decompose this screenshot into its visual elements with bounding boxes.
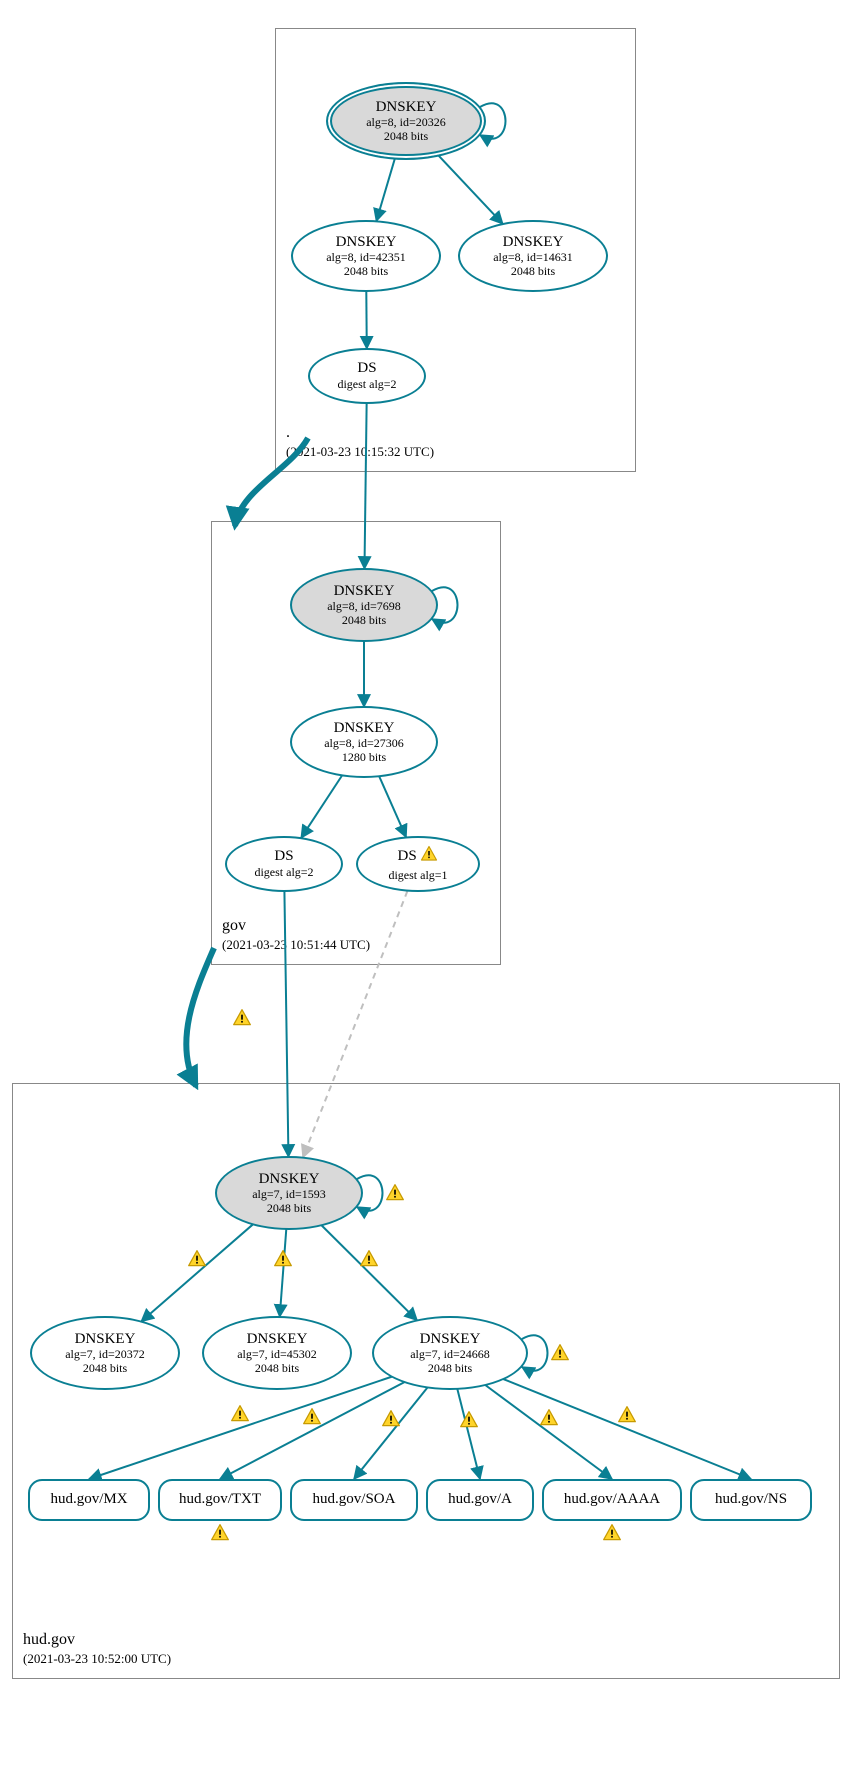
node-title: DNSKEY (334, 583, 395, 600)
node-title: hud.gov/SOA (313, 1491, 396, 1508)
node-title: DNSKEY (75, 1331, 136, 1348)
graph-node: hud.gov/AAAA (542, 1479, 682, 1521)
graph-node: DNSKEYalg=7, id=203722048 bits (30, 1316, 180, 1390)
graph-node: DSdigest alg=2 (308, 348, 426, 404)
warning-icon (210, 1523, 230, 1543)
graph-node: DNSKEYalg=8, id=423512048 bits (291, 220, 441, 292)
node-sub1: alg=8, id=27306 (324, 737, 404, 751)
node-sub1: digest alg=2 (337, 378, 396, 392)
node-title: hud.gov/A (448, 1491, 512, 1508)
zone-label: gov(2021-03-23 10:51:44 UTC) (222, 916, 370, 954)
zone-timestamp: (2021-03-23 10:51:44 UTC) (222, 937, 370, 954)
node-sub2: 2048 bits (344, 265, 388, 279)
warning-icon (230, 1404, 250, 1424)
graph-node: DNSKEYalg=7, id=15932048 bits (215, 1156, 363, 1230)
node-sub2: 1280 bits (342, 751, 386, 765)
node-sub1: alg=7, id=45302 (237, 1348, 317, 1362)
node-title: hud.gov/MX (50, 1491, 127, 1508)
node-title: DS (274, 848, 293, 865)
warning-icon (617, 1405, 637, 1425)
node-title: DNSKEY (420, 1331, 481, 1348)
graph-node: hud.gov/SOA (290, 1479, 418, 1521)
zone-label: .(2021-03-23 10:15:32 UTC) (286, 423, 434, 461)
node-title: DS (357, 360, 376, 377)
warning-icon (187, 1249, 207, 1269)
graph-node: DNSKEYalg=7, id=453022048 bits (202, 1316, 352, 1390)
warning-icon (459, 1410, 479, 1430)
warning-icon (273, 1249, 293, 1269)
node-title: DS (398, 845, 439, 868)
node-sub1: alg=8, id=7698 (327, 600, 401, 614)
node-sub2: 2048 bits (267, 1202, 311, 1216)
node-title: hud.gov/TXT (179, 1491, 261, 1508)
graph-node: hud.gov/A (426, 1479, 534, 1521)
zone-link-edge (186, 948, 214, 1086)
node-title: DNSKEY (503, 234, 564, 251)
node-sub2: 2048 bits (384, 130, 428, 144)
warning-icon (602, 1523, 622, 1543)
node-sub1: alg=7, id=24668 (410, 1348, 490, 1362)
node-sub2: 2048 bits (255, 1362, 299, 1376)
node-title: DNSKEY (259, 1171, 320, 1188)
warning-icon (385, 1183, 405, 1203)
node-sub1: alg=8, id=14631 (493, 251, 573, 265)
graph-node: DNSKEYalg=8, id=146312048 bits (458, 220, 608, 292)
zone-name: hud.gov (23, 1630, 171, 1651)
zone-name: gov (222, 916, 370, 937)
node-title: hud.gov/NS (715, 1491, 787, 1508)
graph-node: DSdigest alg=2 (225, 836, 343, 892)
warning-icon (232, 1008, 252, 1028)
node-title: hud.gov/AAAA (564, 1491, 660, 1508)
warning-icon (302, 1407, 322, 1427)
node-sub1: alg=7, id=1593 (252, 1188, 326, 1202)
node-title: DNSKEY (334, 720, 395, 737)
warning-icon (539, 1408, 559, 1428)
node-sub1: digest alg=1 (388, 869, 447, 883)
zone-timestamp: (2021-03-23 10:52:00 UTC) (23, 1651, 171, 1668)
zone-name: . (286, 423, 434, 444)
graph-node: DNSKEYalg=8, id=203262048 bits (326, 82, 486, 160)
warning-icon (550, 1343, 570, 1363)
node-sub2: 2048 bits (428, 1362, 472, 1376)
graph-node: DNSKEYalg=8, id=273061280 bits (290, 706, 438, 778)
graph-node: hud.gov/MX (28, 1479, 150, 1521)
node-sub2: 2048 bits (511, 265, 555, 279)
node-sub2: 2048 bits (83, 1362, 127, 1376)
graph-node: hud.gov/NS (690, 1479, 812, 1521)
graph-node: DNSKEYalg=7, id=246682048 bits (372, 1316, 528, 1390)
node-title: DNSKEY (336, 234, 397, 251)
warning-icon (381, 1409, 401, 1429)
zone-label: hud.gov(2021-03-23 10:52:00 UTC) (23, 1630, 171, 1668)
warning-icon (359, 1249, 379, 1269)
zone-timestamp: (2021-03-23 10:15:32 UTC) (286, 444, 434, 461)
graph-node: DS digest alg=1 (356, 836, 480, 892)
graph-node: DNSKEYalg=8, id=76982048 bits (290, 568, 438, 642)
node-title: DNSKEY (376, 99, 437, 116)
node-sub1: alg=7, id=20372 (65, 1348, 145, 1362)
node-sub1: alg=8, id=20326 (366, 116, 446, 130)
graph-node: hud.gov/TXT (158, 1479, 282, 1521)
node-sub1: digest alg=2 (254, 866, 313, 880)
node-sub1: alg=8, id=42351 (326, 251, 406, 265)
node-sub2: 2048 bits (342, 614, 386, 628)
node-title: DNSKEY (247, 1331, 308, 1348)
